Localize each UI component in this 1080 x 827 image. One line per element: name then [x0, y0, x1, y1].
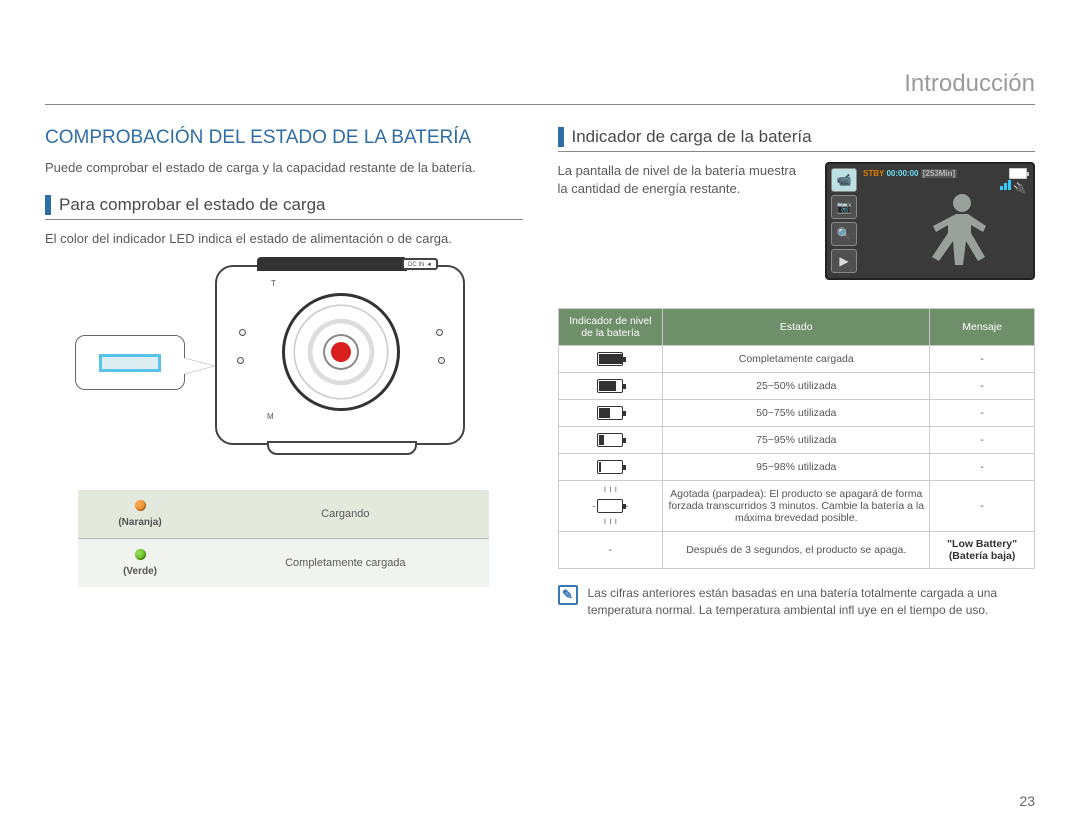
table-row: -Después de 3 segundos, el producto se a…: [558, 532, 1035, 569]
table-header: Indicador de nivel de la batería: [558, 309, 663, 346]
lens-m-label: M: [267, 412, 274, 421]
table-row: Completamente cargada-: [558, 346, 1035, 373]
battery-icon: [1009, 168, 1027, 179]
battery-message-cell: -: [930, 373, 1035, 400]
battery-level-icon: [597, 379, 623, 393]
battery-message-cell: -: [930, 481, 1035, 532]
led-callout: [75, 335, 185, 390]
section-title: COMPROBACIÓN DEL ESTADO DE LA BATERÍA: [45, 127, 523, 149]
subheading: Indicador de carga de la batería: [558, 127, 1036, 152]
battery-icon-cell: -: [558, 532, 663, 569]
battery-blink-icon: -╵╵╵╷╷╷-: [592, 487, 628, 525]
screen-status: STBY 00:00:00 [253Min]: [863, 169, 957, 178]
camera-lens-icon: [282, 293, 400, 411]
header-title: Introducción: [904, 70, 1035, 97]
photo-mode-icon: 📷: [831, 195, 857, 219]
subhead-text: Indicador de carga de la batería: [572, 127, 812, 147]
battery-message-cell: "Low Battery" (Batería baja): [930, 532, 1035, 569]
battery-message-cell: -: [930, 400, 1035, 427]
battery-icon-cell: [558, 454, 663, 481]
table-row: 50~75% utilizada-: [558, 400, 1035, 427]
battery-state-cell: 50~75% utilizada: [663, 400, 930, 427]
led-table-row: (Naranja) Cargando: [78, 490, 489, 539]
dc-in-label: DC IN ◄: [402, 258, 438, 270]
led-state: Cargando: [202, 490, 489, 539]
battery-icon-cell: [558, 346, 663, 373]
camera-icon: DC IN ◄ T M: [215, 265, 465, 445]
note: ✎ Las cifras anteriores están basadas en…: [558, 585, 1036, 619]
section-intro: Puede comprobar el estado de carga y la …: [45, 159, 523, 177]
lens-t-label: T: [271, 279, 276, 288]
zoom-icon: 🔍: [831, 222, 857, 246]
battery-state-cell: Agotada (parpadea): El producto se apaga…: [663, 481, 930, 532]
camera-illustration: DC IN ◄ T M: [75, 265, 523, 465]
battery-level-icon: [597, 460, 623, 474]
battery-state-cell: 25~50% utilizada: [663, 373, 930, 400]
battery-level-table: Indicador de nivel de la bateríaEstadoMe…: [558, 308, 1036, 569]
lcd-screen: 📹 📷 🔍 ▶ STBY 00:00:00 [253Min] 🔌: [825, 162, 1035, 280]
led-color-label: (Verde): [123, 566, 157, 577]
subhead-bar: [558, 127, 564, 147]
battery-icon-cell: [558, 427, 663, 454]
remaining-label: [253Min]: [921, 169, 957, 178]
video-mode-icon: 📹: [831, 168, 857, 192]
led-dot-icon: [135, 500, 146, 511]
led-status-table: (Naranja) Cargando (Verde) Completamente ca…: [78, 490, 489, 587]
subhead-desc: El color del indicador LED indica el est…: [45, 230, 523, 248]
page-number: 23: [1019, 793, 1035, 809]
led-slot-icon: [99, 354, 161, 372]
screen-sidebar: 📹 📷 🔍 ▶: [831, 168, 857, 273]
battery-icon-cell: [558, 400, 663, 427]
table-header: Estado: [663, 309, 930, 346]
table-row: 25~50% utilizada-: [558, 373, 1035, 400]
subhead-text: Para comprobar el estado de carga: [59, 195, 326, 215]
note-icon: ✎: [558, 585, 578, 605]
right-column: Indicador de carga de la batería La pant…: [558, 127, 1036, 619]
note-text: Las cifras anteriores están basadas en u…: [588, 585, 1036, 619]
battery-icon-cell: [558, 373, 663, 400]
battery-message-cell: -: [930, 346, 1035, 373]
battery-icon-cell: -╵╵╵╷╷╷-: [558, 481, 663, 532]
battery-level-icon: [597, 352, 623, 366]
battery-state-cell: Completamente cargada: [663, 346, 930, 373]
table-header: Mensaje: [930, 309, 1035, 346]
camera-top: [257, 257, 407, 271]
battery-state-cell: Después de 3 segundos, el producto se ap…: [663, 532, 930, 569]
table-row: -╵╵╵╷╷╷- Agotada (parpadea): El producto …: [558, 481, 1035, 532]
led-dot-icon: [135, 549, 146, 560]
table-row: 75~95% utilizada-: [558, 427, 1035, 454]
battery-message-cell: -: [930, 454, 1035, 481]
battery-level-icon: [597, 433, 623, 447]
battery-message-cell: -: [930, 427, 1035, 454]
battery-state-cell: 95~98% utilizada: [663, 454, 930, 481]
stby-label: STBY: [863, 169, 884, 178]
table-row: 95~98% utilizada-: [558, 454, 1035, 481]
page-header: Introducción: [45, 70, 1035, 105]
battery-state-cell: 75~95% utilizada: [663, 427, 930, 454]
left-column: COMPROBACIÓN DEL ESTADO DE LA BATERÍA Pu…: [45, 127, 523, 619]
led-table-row: (Verde) Completamente cargada: [78, 539, 489, 588]
battery-level-icon: [597, 406, 623, 420]
subheading: Para comprobar el estado de carga: [45, 195, 523, 220]
play-icon: ▶: [831, 249, 857, 273]
subhead-bar: [45, 195, 51, 215]
right-intro: La pantalla de nivel de la batería muest…: [558, 162, 808, 197]
time-label: 00:00:00: [886, 169, 918, 178]
silhouette-icon: [907, 186, 1017, 276]
camera-grip: [267, 441, 417, 455]
led-state: Completamente cargada: [202, 539, 489, 588]
led-color-label: (Naranja): [118, 517, 161, 528]
